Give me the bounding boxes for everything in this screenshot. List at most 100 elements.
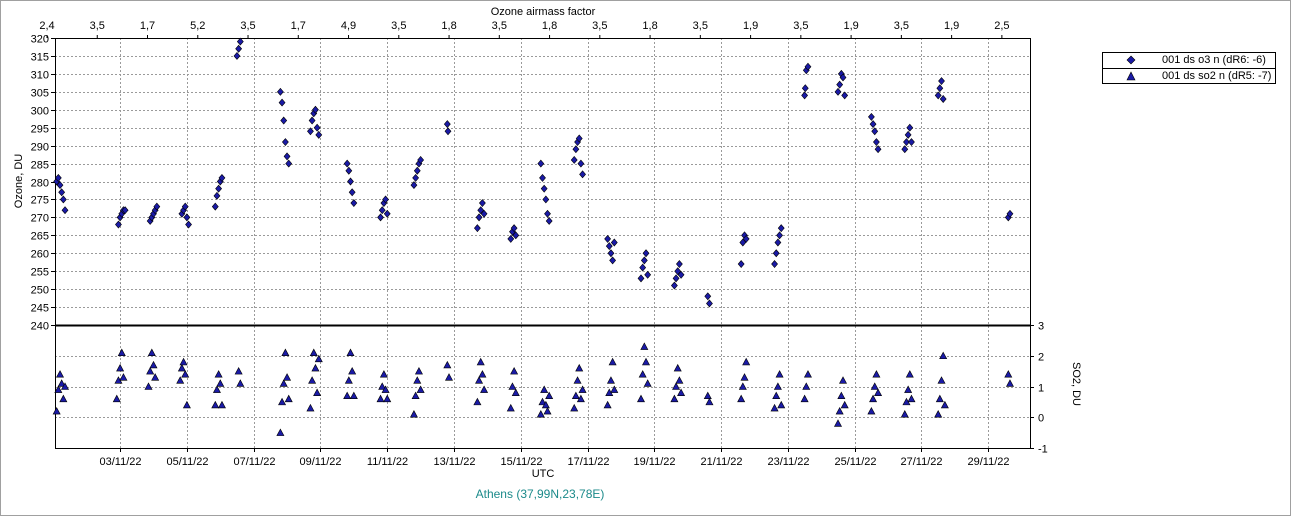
- so2-point: [904, 385, 913, 393]
- so2-point: [705, 397, 714, 406]
- ozone-point: [804, 62, 812, 71]
- top-tick-label: 1,7: [291, 20, 306, 32]
- top-tick-label: 3,5: [693, 20, 708, 32]
- ozone-tick-label: 320: [31, 34, 49, 46]
- top-tick-label: 5,2: [190, 20, 205, 32]
- so2-point: [1004, 370, 1013, 378]
- so2-point: [117, 348, 126, 356]
- so2-point: [216, 379, 225, 387]
- ozone-point: [211, 202, 219, 211]
- top-tick-label: 1,7: [140, 20, 155, 32]
- so2-point: [1005, 379, 1014, 387]
- so2-point: [772, 391, 781, 400]
- so2-point: [177, 363, 186, 372]
- ozone-point: [772, 249, 780, 258]
- so2-point: [870, 382, 879, 390]
- so2-point: [770, 403, 779, 412]
- ozone-tick-label: 305: [31, 88, 49, 100]
- ozone-tick-label: 245: [31, 303, 49, 315]
- so2-tick-label: 1: [1038, 383, 1044, 395]
- ozone-point: [512, 231, 520, 240]
- so2-point: [144, 382, 153, 390]
- so2-point: [510, 366, 519, 375]
- so2-point: [306, 403, 315, 412]
- ozone-point: [443, 120, 451, 129]
- so2-point: [677, 388, 686, 396]
- ozone-point: [544, 209, 551, 218]
- so2-point: [675, 376, 684, 384]
- so2-point: [179, 357, 188, 366]
- ozone-point: [901, 145, 909, 154]
- so2-point: [536, 410, 545, 418]
- so2-point: [308, 376, 317, 384]
- ozone-point: [774, 238, 782, 247]
- ozone-point: [644, 270, 652, 279]
- so2-point: [940, 400, 949, 409]
- ozone-point: [345, 166, 353, 175]
- ozone-point: [706, 299, 713, 308]
- top-tick-label: 2,4: [39, 20, 54, 32]
- legend-item-so2: 001 ds so2 n (dR5: -7): [1103, 68, 1275, 84]
- so2-point: [673, 363, 682, 372]
- so2-point: [61, 382, 70, 390]
- ozone-point: [153, 202, 161, 211]
- so2-point: [800, 394, 809, 403]
- so2-point: [348, 366, 357, 375]
- so2-point: [578, 385, 587, 393]
- ozone-point: [904, 130, 912, 139]
- so2-point: [835, 406, 844, 415]
- ozone-point: [575, 134, 583, 143]
- so2-point: [443, 360, 452, 369]
- ozone-point: [776, 231, 783, 240]
- ozone-tick-label: 290: [31, 142, 49, 154]
- ozone-point: [572, 145, 580, 154]
- so2-point: [573, 376, 582, 384]
- so2-point: [476, 357, 485, 366]
- so2-point: [309, 348, 318, 356]
- so2-point: [740, 373, 749, 381]
- so2-point: [480, 385, 489, 393]
- so2-point: [737, 394, 746, 403]
- triangle-icon: [1126, 71, 1136, 81]
- so2-point: [52, 406, 61, 415]
- top-tick-label: 1,9: [843, 20, 858, 32]
- so2-point: [378, 382, 387, 390]
- so2-point: [506, 403, 515, 412]
- so2-tick-label: 0: [1038, 413, 1044, 425]
- ozone-point: [834, 87, 842, 96]
- ozone-tick-label: 270: [31, 213, 49, 225]
- legend: 001 ds o3 n (dR6: -6) 001 ds so2 n (dR5:…: [1102, 52, 1276, 84]
- ozone-point: [281, 138, 289, 146]
- so2-point: [900, 410, 909, 418]
- ozone-tick-label: 295: [31, 124, 49, 136]
- so2-point: [570, 403, 579, 412]
- ozone-point: [312, 105, 319, 114]
- ozone-point: [674, 267, 682, 276]
- ozone-point: [607, 249, 615, 258]
- ozone-point: [278, 98, 286, 107]
- so2-point: [775, 370, 784, 378]
- top-tick-label: 1,9: [944, 20, 959, 32]
- so2-point: [803, 370, 812, 378]
- x-tick-label: 13/11/22: [433, 456, 475, 468]
- so2-point: [738, 382, 747, 390]
- so2-point: [867, 406, 876, 415]
- ozone-point: [873, 138, 880, 146]
- so2-tick-label: 2: [1038, 352, 1044, 364]
- ozone-point: [545, 217, 553, 225]
- ozone-point: [670, 281, 678, 290]
- so2-point: [276, 428, 285, 436]
- ozone-point: [215, 184, 223, 193]
- diamond-icon: [1126, 55, 1136, 65]
- ozone-tick-label: 275: [31, 195, 49, 207]
- ozone-point: [906, 123, 914, 132]
- so2-point: [376, 394, 385, 403]
- x-tick-label: 07/11/22: [233, 456, 275, 468]
- ozone-point: [672, 274, 680, 283]
- so2-point: [234, 366, 243, 375]
- so2-point: [413, 376, 422, 384]
- so2-point: [214, 370, 223, 378]
- ozone-point: [378, 206, 386, 215]
- ozone-point: [605, 242, 613, 251]
